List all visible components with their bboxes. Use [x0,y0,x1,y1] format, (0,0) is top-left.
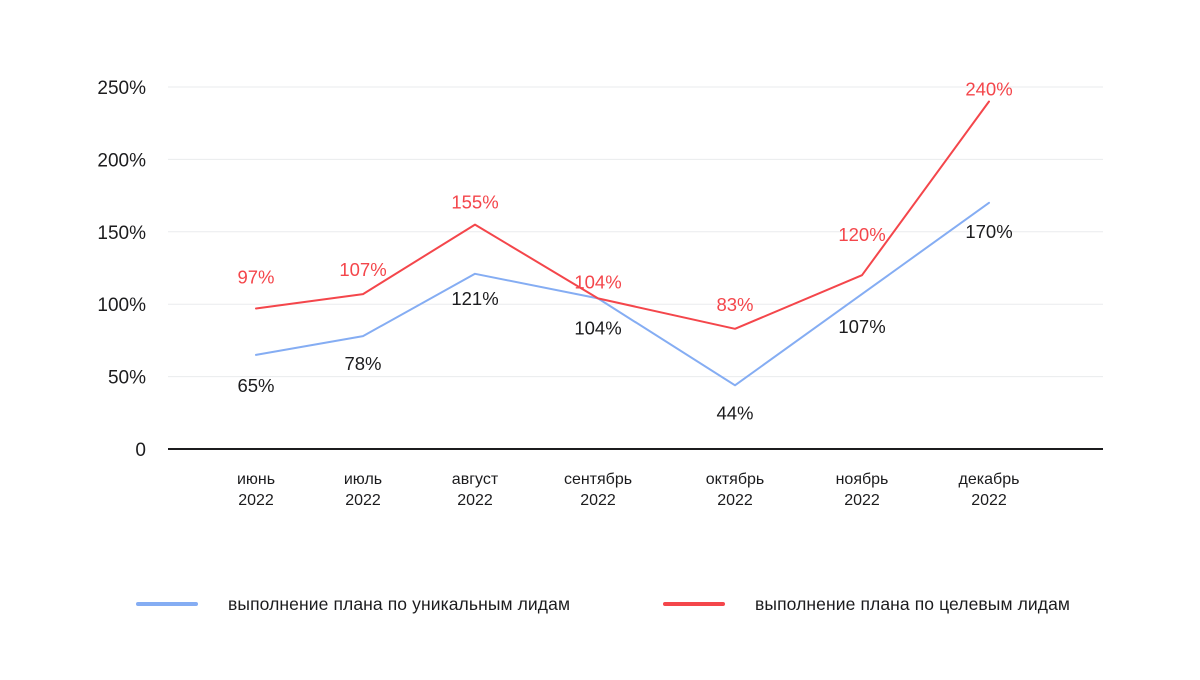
x-tick-label-year: 2022 [457,492,493,509]
data-label-unique-leads: 104% [574,317,621,338]
legend-label-target-leads: выполнение плана по целевым лидам [755,593,1071,614]
legend-item-target-leads: выполнение плана по целевым лидам [663,593,1070,615]
data-label-target-leads: 155% [451,192,498,213]
x-tick-label-year: 2022 [717,492,753,509]
legend-swatch-red-line [663,602,725,606]
x-tick-label-month: июнь [237,471,275,488]
line-chart: 250% 200% 150% 100% 50% 0 июнь 2022 июль 2022 авгу… [97,78,1103,509]
data-label-target-leads: 240% [965,78,1012,99]
x-tick-label-month: декабрь [959,471,1020,488]
y-tick-label: 200% [97,150,146,171]
data-label-unique-leads: 121% [451,288,498,309]
legend-swatch-blue-line [136,602,198,606]
x-tick-label-year: 2022 [345,492,381,509]
data-label-target-leads: 97% [237,267,274,288]
x-tick-label-month: август [452,471,499,488]
series-line-target-leads [255,100,990,330]
x-tick-label-year: 2022 [580,492,616,509]
x-tick-label-year: 2022 [844,492,880,509]
x-tick-label-month: сентябрь [564,471,632,488]
legend-label-unique-leads: выполнение плана по уникальным лидам [228,593,571,614]
x-tick-label-month: октябрь [706,471,764,488]
x-tick-label-month: июль [344,471,382,488]
x-tick-label-year: 2022 [971,492,1007,509]
data-label-target-leads: 107% [339,259,386,280]
y-tick-label: 100% [97,295,146,316]
x-tick-label-year: 2022 [238,492,274,509]
data-label-target-leads: 83% [716,294,753,315]
y-tick-label: 250% [97,78,146,99]
y-tick-label: 50% [108,368,146,389]
data-label-unique-leads: 78% [344,353,381,374]
data-label-target-leads: 104% [574,271,621,292]
y-tick-label: 0 [135,440,146,461]
data-label-unique-leads: 65% [237,375,274,396]
data-label-unique-leads: 170% [965,221,1012,242]
x-tick-label-month: ноябрь [836,471,889,488]
data-label-target-leads: 120% [838,224,885,245]
data-label-unique-leads: 107% [838,316,885,337]
data-label-unique-leads: 44% [716,402,753,423]
legend-item-unique-leads: выполнение плана по уникальным лидам [136,593,570,615]
y-tick-label: 150% [97,223,146,244]
